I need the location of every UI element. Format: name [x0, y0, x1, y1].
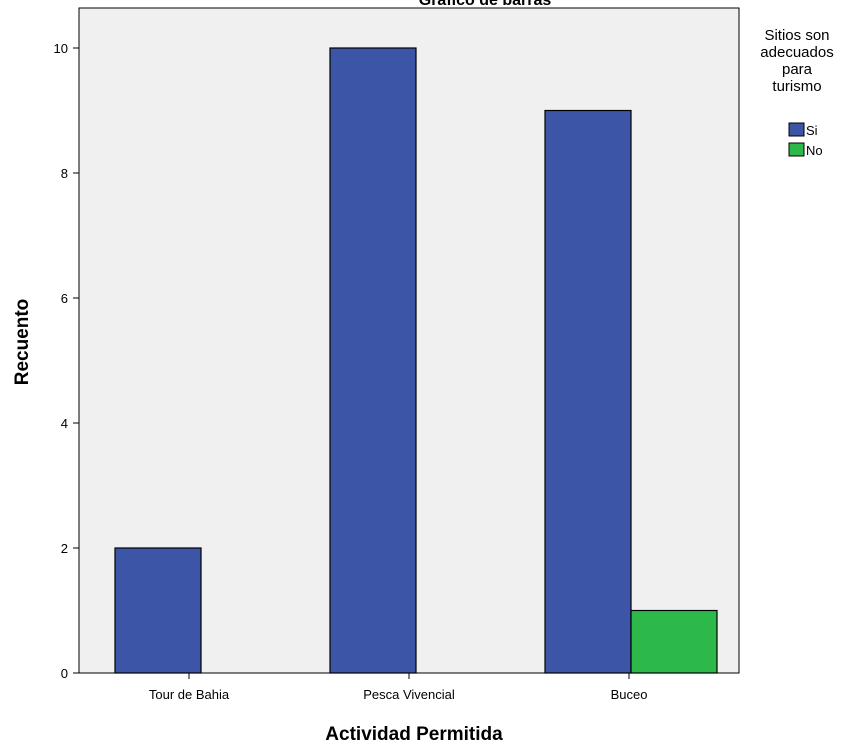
y-axis-title: Recuento: [12, 299, 33, 386]
legend-title-line: turismo: [772, 78, 821, 95]
y-tick-label: 6: [61, 291, 68, 306]
x-tick-label: Buceo: [611, 687, 648, 702]
y-tick-label: 10: [54, 41, 68, 56]
legend-title-line: para: [782, 61, 813, 78]
bar-no-3: [630, 609, 718, 674]
legend-title-line: adecuados: [760, 44, 833, 61]
legend-title-line: Sitios son: [764, 27, 829, 44]
x-tick-label: Pesca Vivencial: [363, 687, 455, 702]
y-tick-label: 8: [61, 166, 68, 181]
x-tick-label: Tour de Bahia: [149, 687, 230, 702]
y-tick-label: 4: [61, 416, 68, 431]
bar-si-2: [329, 47, 417, 674]
bar-si-3: [544, 109, 632, 674]
legend-swatch-si: [788, 122, 805, 137]
legend-label-si: Si: [806, 123, 818, 138]
legend-label-no: No: [806, 143, 823, 158]
legend-swatch-no: [788, 142, 805, 157]
y-tick-label: 0: [61, 666, 68, 681]
y-tick-label: 2: [61, 541, 68, 556]
bar-si-1: [114, 547, 202, 674]
chart-title: Gráfico de barras: [419, 0, 552, 9]
x-axis-title: Actividad Permitida: [325, 724, 503, 744]
